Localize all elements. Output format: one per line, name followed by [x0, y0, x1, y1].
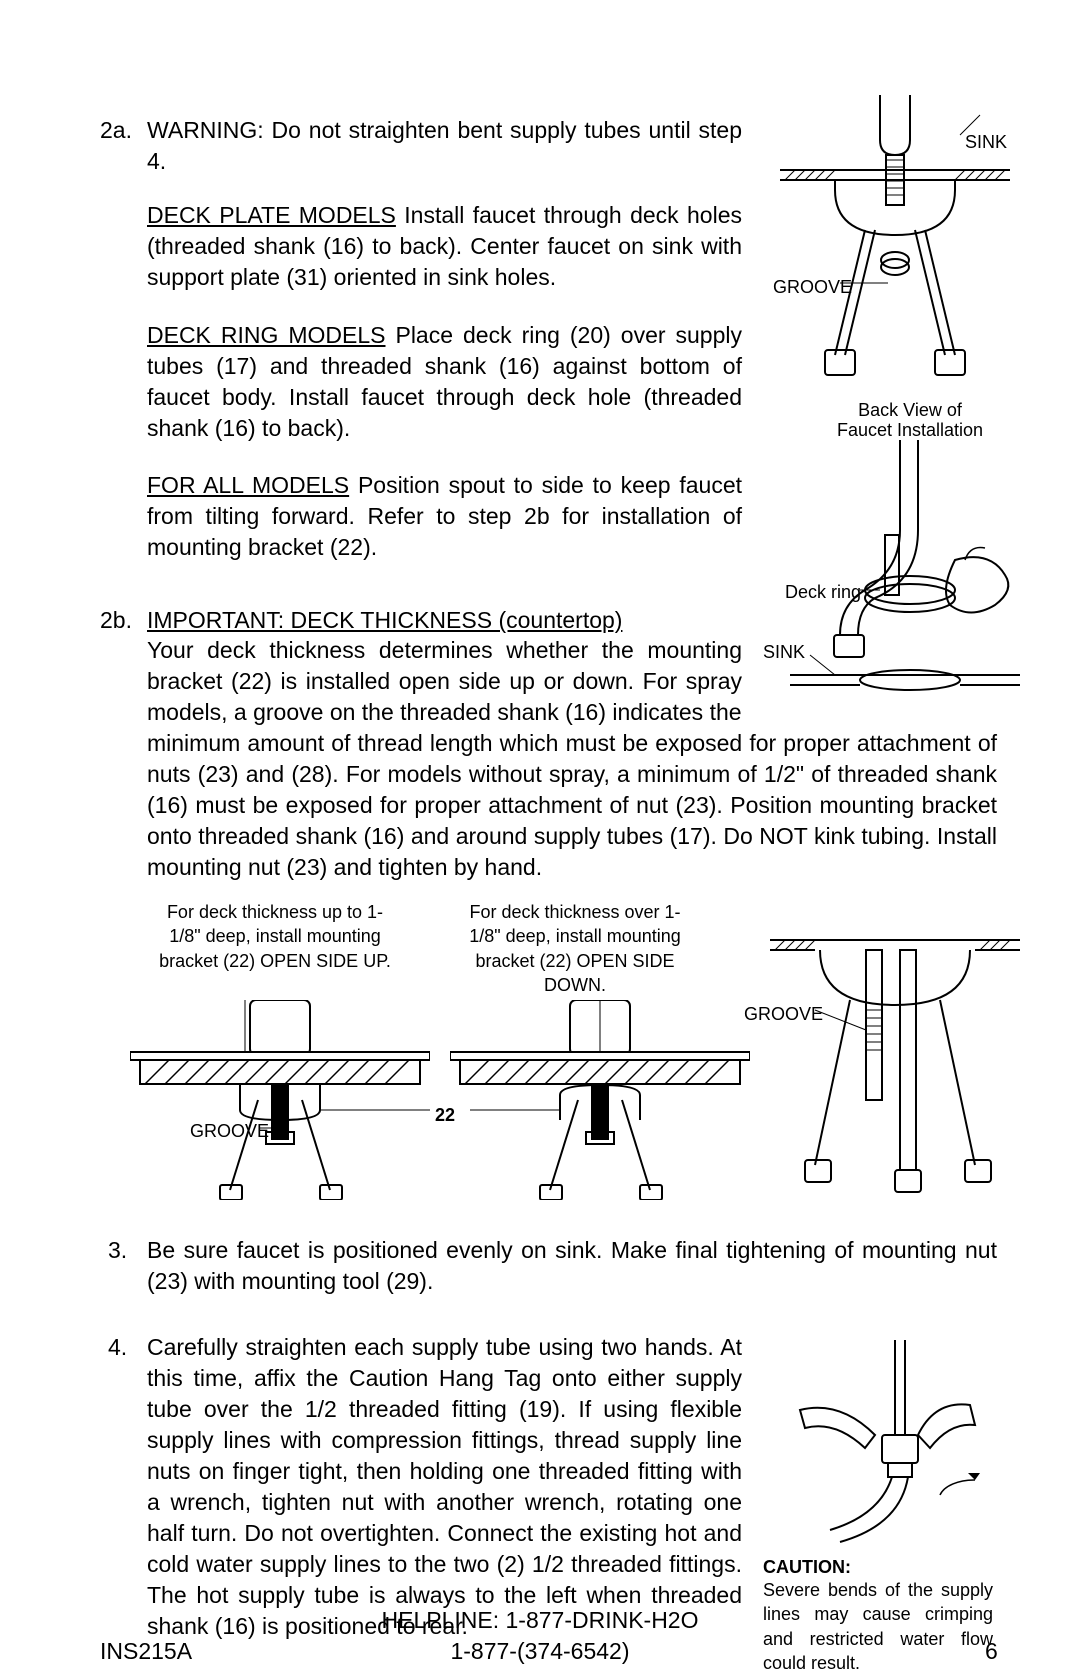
all-models-heading: FOR ALL MODELS: [147, 472, 349, 498]
footer-helpline-1: HELPLINE: 1-877-DRINK-H2O: [382, 1607, 699, 1633]
step-3-number: 3.: [108, 1235, 127, 1266]
deck-plate-heading: DECK PLATE MODELS: [147, 202, 396, 228]
bracket-caption-right: For deck thickness over 1-1/8" deep, ins…: [455, 900, 695, 997]
step-3-text: Be sure faucet is positioned evenly on s…: [147, 1235, 997, 1297]
illustration-deck-ring: [790, 440, 1020, 700]
illustration-groove-right: [770, 910, 1020, 1210]
illustration-bracket-up: [130, 1000, 430, 1200]
deck-ring-block: DECK RING MODELS Place deck ring (20) ov…: [147, 320, 742, 444]
deck-ring-heading: DECK RING MODELS: [147, 322, 386, 348]
illustration-supply-bend: [770, 1340, 1000, 1550]
step-4-text: Carefully straighten each supply tube us…: [147, 1332, 742, 1642]
illustration-bracket-down: [450, 1000, 750, 1200]
bracket-caption-left: For deck thickness up to 1-1/8" deep, in…: [155, 900, 395, 973]
step-2b-heading: IMPORTANT: DECK THICKNESS (countertop): [147, 605, 622, 636]
footer-left: INS215A: [100, 1636, 192, 1667]
deck-plate-block: DECK PLATE MODELS Install faucet through…: [147, 200, 742, 293]
page: 2a. WARNING: Do not straighten bent supp…: [0, 0, 1080, 1669]
step-4-number: 4.: [108, 1332, 127, 1363]
all-models-block: FOR ALL MODELS Position spout to side to…: [147, 470, 742, 563]
caution-heading: CAUTION:: [763, 1555, 851, 1579]
label-back-view-2: Faucet Installation: [830, 418, 990, 442]
step-2a-number: 2a.: [100, 115, 132, 146]
illustration-back-view: [780, 95, 1010, 405]
step-2a-warning: WARNING: Do not straighten bent supply t…: [147, 115, 742, 177]
footer-helpline-2: 1-877-(374-6542): [450, 1638, 629, 1664]
caution-text: Severe bends of the supply lines may cau…: [763, 1578, 993, 1675]
footer-center: HELPLINE: 1-877-DRINK-H2O 1-877-(374-654…: [300, 1605, 780, 1667]
step-2b-number: 2b.: [100, 605, 132, 636]
footer-page-number: 6: [985, 1636, 998, 1667]
